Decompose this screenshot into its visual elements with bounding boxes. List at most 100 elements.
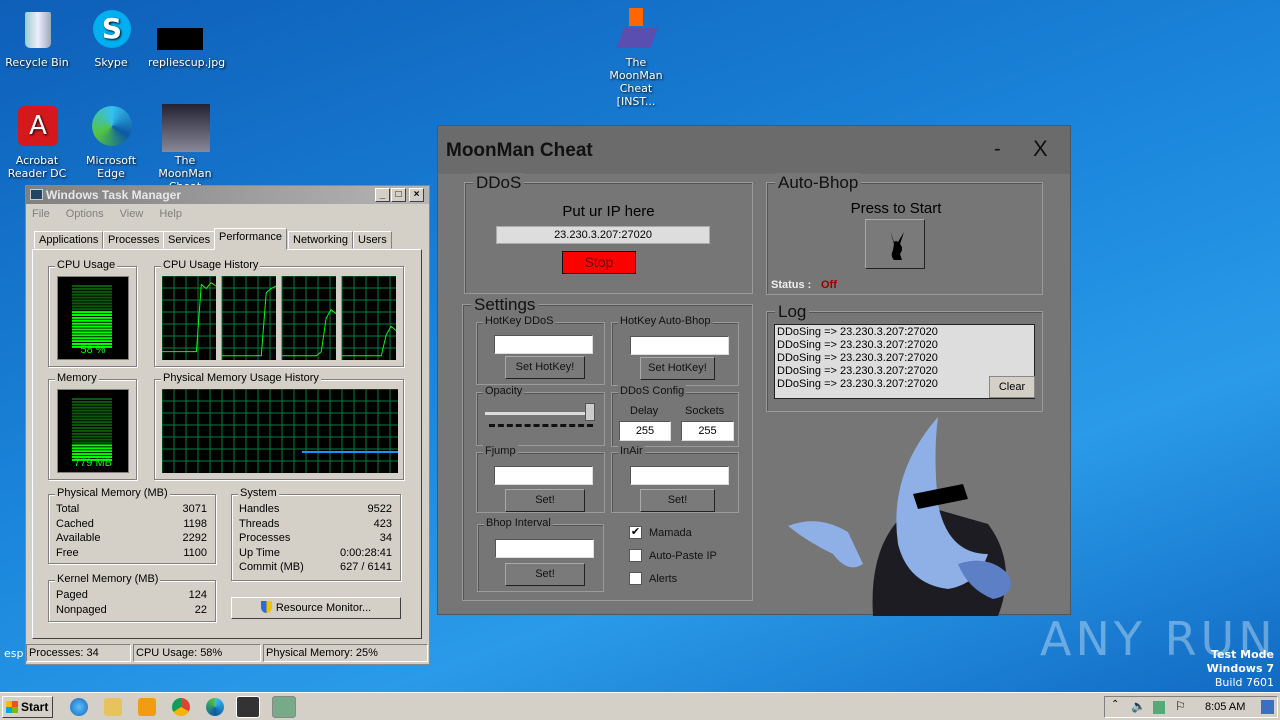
stop-button[interactable]: Stop [562, 251, 636, 274]
media-player-icon[interactable] [138, 698, 156, 716]
bhop-interval-input[interactable] [495, 539, 594, 558]
show-hidden-icons-icon[interactable]: ⌃ [1111, 699, 1120, 710]
task-manager-titlebar[interactable]: Windows Task Manager _ □ × [26, 186, 429, 204]
delay-input[interactable]: 255 [619, 421, 671, 441]
alerts-checkbox[interactable] [629, 572, 642, 585]
image-file-icon [157, 8, 207, 52]
tab-applications[interactable]: Applications [34, 231, 104, 249]
meter-bar [92, 458, 112, 461]
auto-bhop-start-button[interactable] [865, 219, 925, 269]
stat-row: Total 3071 [56, 503, 207, 515]
alerts-label: Alerts [649, 573, 678, 585]
anyrun-watermark: ANY RUN [1040, 612, 1277, 666]
mamada-checkbox[interactable]: ✔ [629, 526, 642, 539]
meter-bar [72, 398, 92, 400]
menu-help[interactable]: Help [159, 208, 182, 220]
set-hotkey-autobhop-button[interactable]: Set HotKey! [640, 357, 715, 380]
inair-group: InAir Set! [611, 445, 739, 513]
chrome-icon[interactable] [172, 698, 190, 716]
maximize-button[interactable]: □ [391, 188, 406, 202]
meter-bar [92, 322, 112, 325]
meter-bar [92, 412, 112, 415]
show-desktop-icon[interactable] [1261, 700, 1274, 714]
menu-file[interactable]: File [32, 208, 50, 220]
start-button[interactable]: Start [2, 696, 53, 718]
resource-monitor-button[interactable]: Resource Monitor... [231, 597, 401, 619]
desktop-icon-repliescup[interactable]: repliescup.jpg [148, 8, 225, 69]
hotkey-autobhop-input[interactable] [630, 336, 729, 355]
log-entry: DDoSing => 23.230.3.207:27020 [777, 378, 938, 390]
fjump-input[interactable] [494, 466, 593, 485]
inair-input[interactable] [630, 466, 729, 485]
action-center-flag-icon[interactable]: ⚐ [1175, 699, 1186, 713]
ie-icon[interactable] [70, 698, 88, 716]
minimize-button[interactable]: _ [375, 188, 390, 202]
tab-users[interactable]: Users [353, 231, 392, 249]
stat-row: Nonpaged 22 [56, 604, 207, 616]
bhop-interval-group: Bhop Interval Set! [477, 517, 604, 592]
clear-log-button[interactable]: Clear [989, 376, 1035, 398]
moonman-taskbar-icon[interactable] [236, 696, 260, 718]
meter-bar [72, 316, 92, 319]
graph-panel [162, 389, 398, 473]
minimize-button[interactable]: - [994, 138, 1001, 160]
explorer-icon[interactable] [104, 698, 122, 716]
desktop-icon-skype[interactable]: S Skype [74, 8, 148, 69]
task-manager-taskbar-icon[interactable] [272, 696, 296, 718]
meter-bar [92, 403, 112, 406]
stat-row: Free 1100 [56, 547, 207, 559]
meter-bar [72, 340, 92, 343]
meter-bar [72, 296, 92, 299]
tab-processes[interactable]: Processes [103, 231, 165, 249]
desktop-icon-recycle-bin[interactable]: Recycle Bin [0, 8, 74, 69]
close-button[interactable]: × [409, 188, 424, 202]
fjump-set-button[interactable]: Set! [505, 489, 585, 512]
task-manager-window: Windows Task Manager _ □ × File Options Vi… [25, 185, 430, 665]
stat-label: Up Time [239, 546, 280, 559]
menu-view[interactable]: View [119, 208, 144, 220]
meter-bar [92, 290, 112, 293]
tab-services[interactable]: Services [163, 231, 216, 249]
network-icon[interactable] [1153, 701, 1165, 714]
meter-bar [92, 432, 112, 435]
partial-desktop-label: esp [4, 647, 24, 660]
meter-bar [72, 331, 92, 334]
stat-row: Paged 124 [56, 589, 207, 601]
meter-bar [72, 415, 92, 418]
meter-bar [72, 325, 92, 328]
meter-bar [92, 340, 112, 343]
sockets-input[interactable]: 255 [681, 421, 734, 441]
moonman-titlebar[interactable]: MoonMan Cheat - X [438, 126, 1070, 174]
tab-networking[interactable]: Networking [288, 231, 354, 249]
hotkey-ddos-input[interactable] [494, 335, 593, 354]
close-button[interactable]: X [1033, 136, 1048, 161]
meter-bar [72, 447, 92, 450]
auto-bhop-group: Auto-Bhop Press to Start Status : Off [766, 173, 1043, 295]
stat-label: Threads [239, 517, 280, 530]
meter-bar [72, 305, 92, 308]
edge-taskbar-icon[interactable] [206, 698, 224, 716]
auto-paste-ip-checkbox[interactable] [629, 549, 642, 562]
meter-bar [92, 308, 112, 311]
desktop-icon-moonman[interactable]: The MoonMan Cheat [148, 104, 222, 193]
menu-options[interactable]: Options [65, 208, 104, 220]
meter-value: 58 % [80, 344, 105, 356]
volume-icon[interactable]: 🔈 [1131, 699, 1146, 713]
desktop-icon-edge[interactable]: Microsoft Edge [74, 106, 148, 180]
bhop-interval-set-button[interactable]: Set! [505, 563, 585, 586]
desktop-icon-moonman-installer[interactable]: The MoonMan Cheat [INST... [599, 8, 673, 108]
status-memory: Physical Memory: 25% [263, 644, 428, 662]
set-hotkey-ddos-button[interactable]: Set HotKey! [505, 356, 585, 379]
stat-label: Paged [56, 589, 88, 601]
meter-bar [92, 398, 112, 400]
ip-input[interactable]: 23.230.3.207:27020 [496, 226, 710, 244]
clock[interactable]: 8:05 AM [1205, 701, 1246, 713]
desktop-icon-acrobat[interactable]: A Acrobat Reader DC [0, 106, 74, 180]
moonman-icon [162, 104, 210, 152]
stat-label: Free [56, 546, 79, 559]
inair-set-button[interactable]: Set! [640, 489, 715, 512]
meter-bar [92, 293, 112, 296]
opacity-slider-thumb[interactable] [585, 403, 595, 421]
meter-bar [92, 427, 112, 429]
tab-performance[interactable]: Performance [214, 228, 287, 250]
